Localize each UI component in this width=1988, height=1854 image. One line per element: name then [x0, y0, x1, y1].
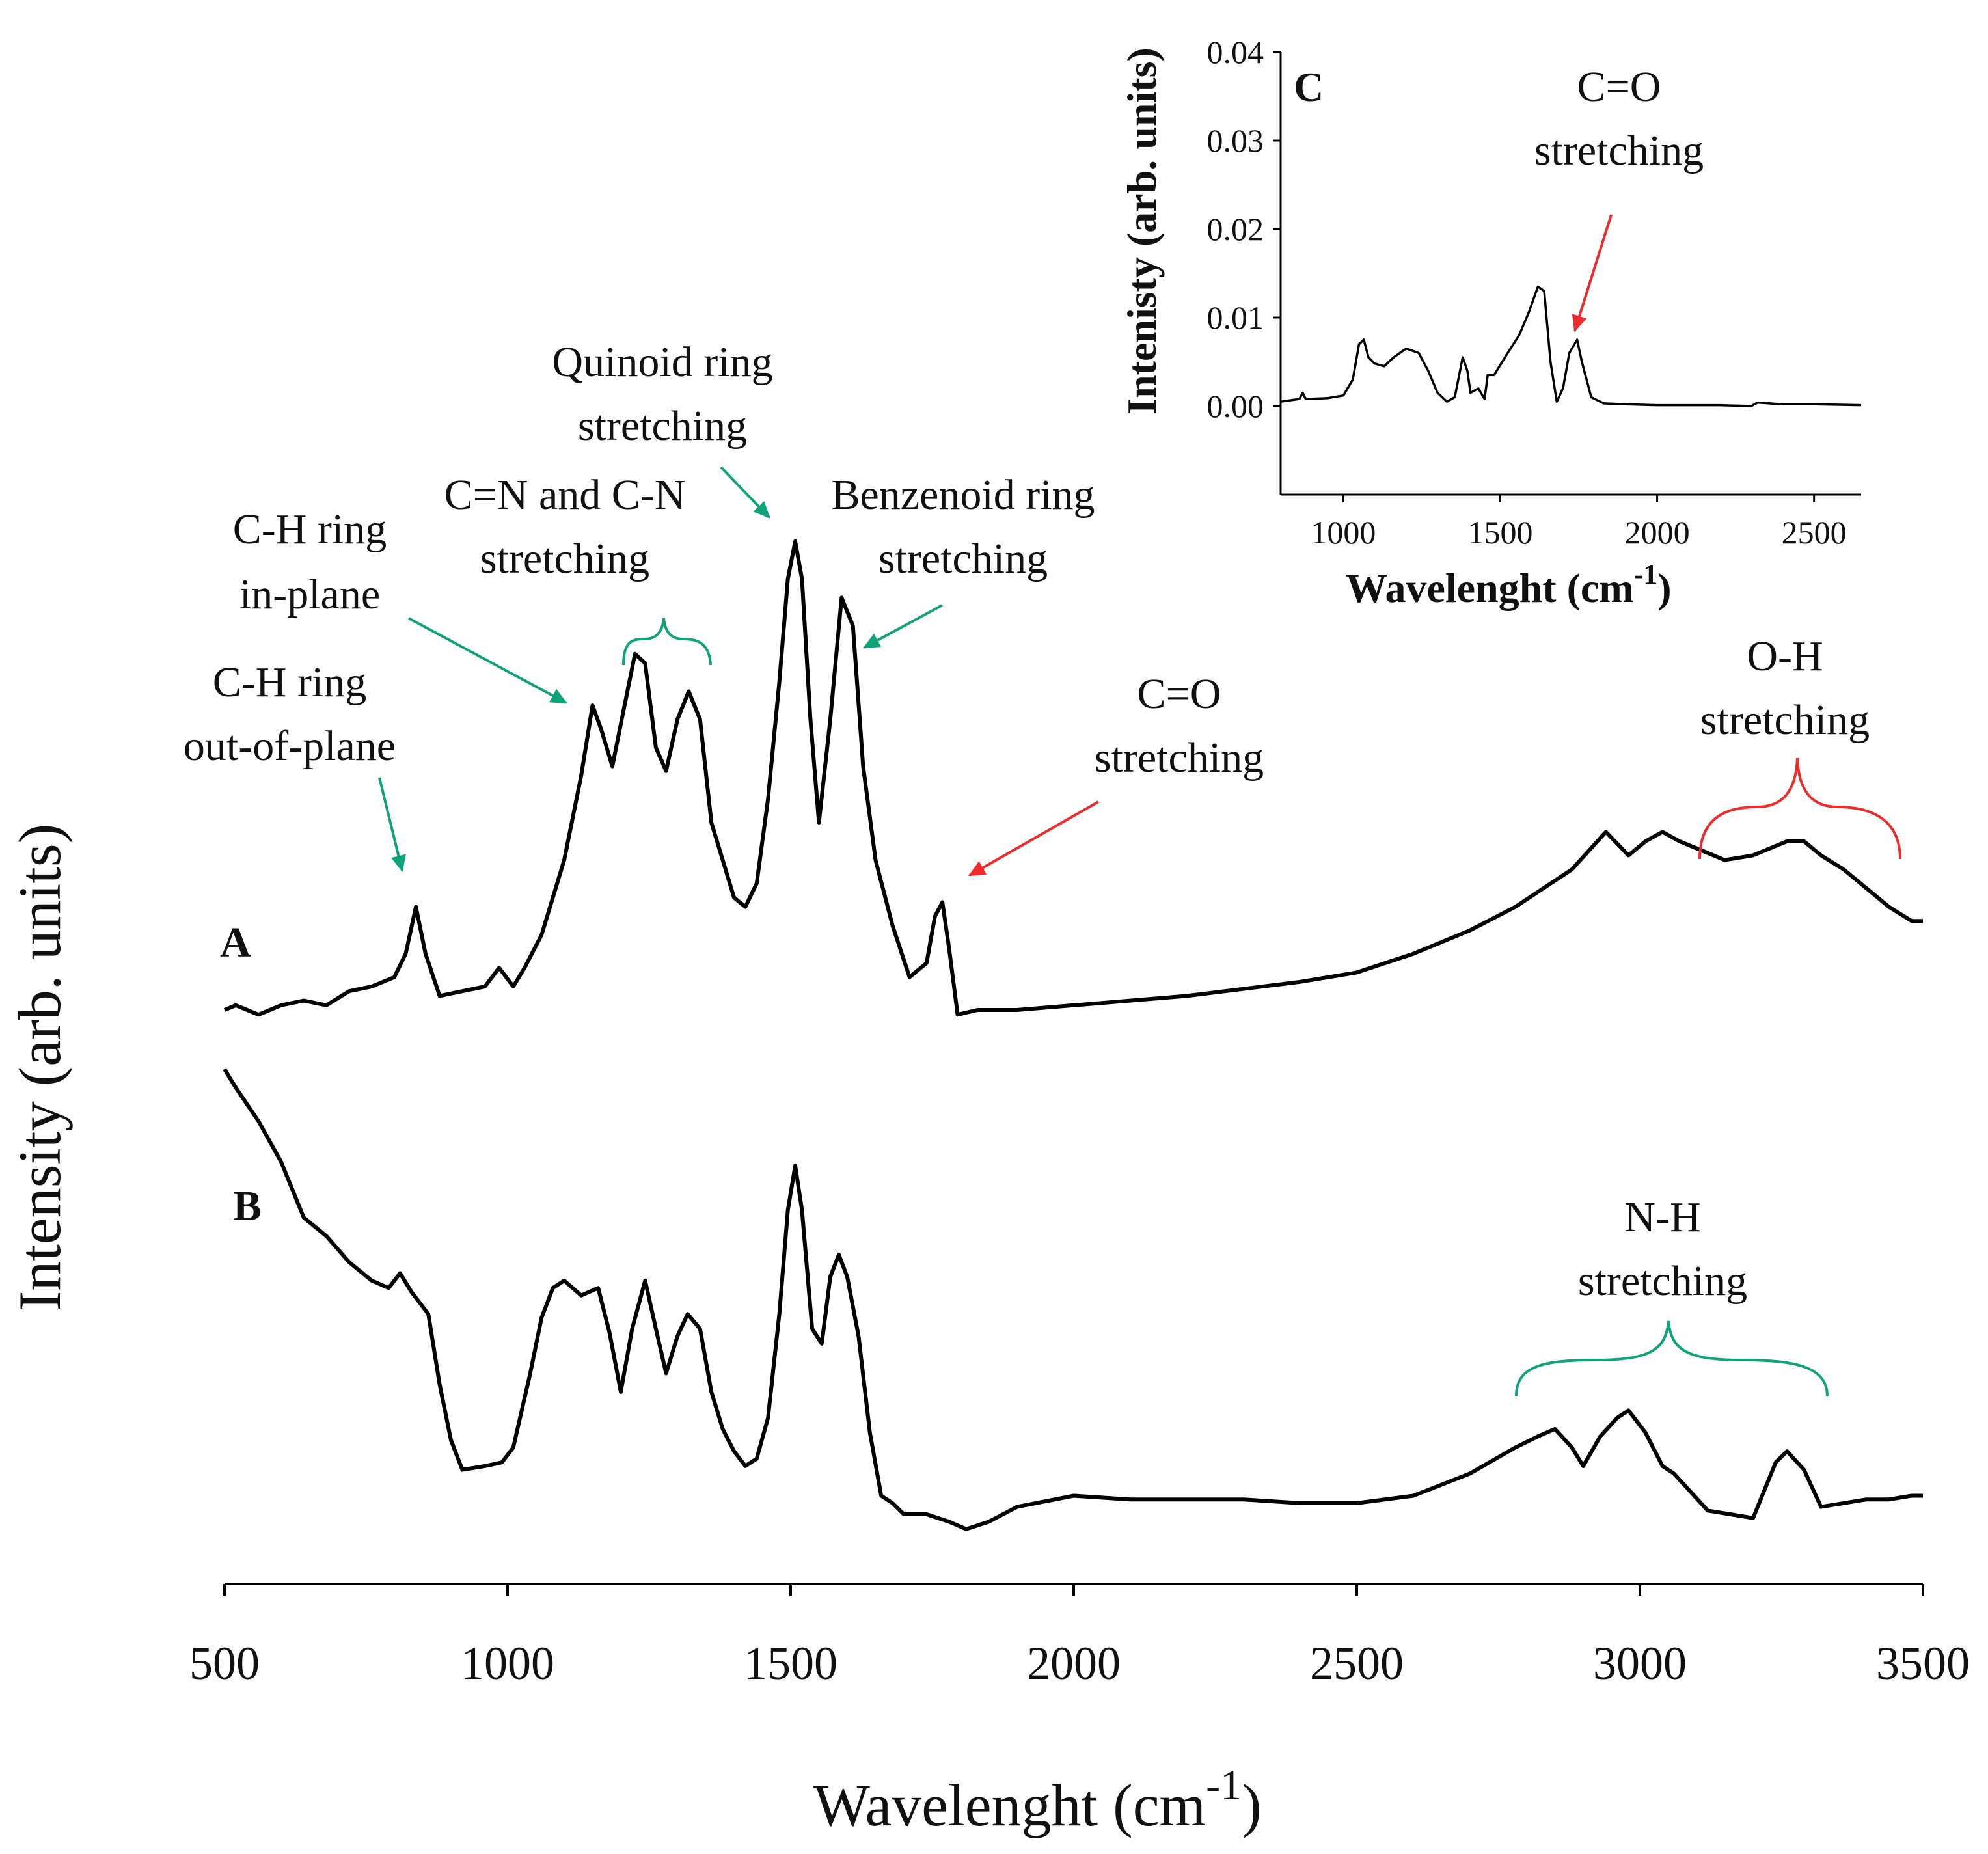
- inset-x-tick-label-1500: 1500: [1468, 514, 1533, 551]
- series-a-label: A: [220, 919, 251, 966]
- inset-panel-letter: C: [1294, 64, 1324, 110]
- inset-y-axis-ticks: 0.00 0.01 0.02 0.03 0.04: [1207, 34, 1281, 424]
- arrow-co: [968, 800, 1099, 877]
- inset-annotation-co-line1: C=O: [1577, 63, 1661, 111]
- brace-nh: [1515, 1320, 1829, 1397]
- annotation-cn-line1: C=N and C-N: [444, 471, 686, 519]
- x-tick-label-500: 500: [189, 1637, 260, 1689]
- annotation-oh-line1: O-H: [1747, 633, 1823, 680]
- annotation-co-line1: C=O: [1137, 670, 1221, 718]
- series-b-label: B: [233, 1182, 262, 1230]
- x-axis-title: Wavelenght (cm-1): [813, 1762, 1262, 1838]
- annotation-nh-line2: stretching: [1578, 1257, 1747, 1305]
- inset-x-axis-title: Wavelenght (cm-1): [1346, 558, 1672, 611]
- x-tick-label-3000: 3000: [1593, 1637, 1687, 1689]
- annotation-cn-line2: stretching: [480, 535, 649, 582]
- y-axis-title: Intensity (arb. units): [7, 824, 73, 1311]
- annotation-nh-line1: N-H: [1624, 1193, 1700, 1241]
- arrow-ch-in-plane: [408, 617, 568, 704]
- annotation-ch-in-plane-line2: in-plane: [239, 571, 380, 618]
- arrow-ch-out-of-plane: [378, 777, 406, 873]
- x-tick-label-2500: 2500: [1310, 1637, 1404, 1689]
- inset-arrow-co: [1572, 214, 1613, 333]
- inset-y-tick-label-2: 0.02: [1207, 211, 1264, 247]
- x-tick-label-3500: 3500: [1876, 1637, 1970, 1689]
- inset-y-tick-label-3: 0.03: [1207, 122, 1264, 159]
- inset-y-tick-label-4: 0.04: [1207, 34, 1264, 70]
- annotation-benzenoid-line1: Benzenoid ring: [831, 471, 1095, 519]
- inset-annotation-co-line2: stretching: [1534, 127, 1704, 174]
- inset-y-tick-label-1: 0.01: [1207, 299, 1264, 336]
- x-tick-label-2000: 2000: [1027, 1637, 1121, 1689]
- inset-x-tick-label-1000: 1000: [1311, 514, 1376, 551]
- annotation-quinoid-line2: stretching: [578, 402, 747, 450]
- inset-series-line: [1280, 285, 1862, 407]
- x-tick-label-1500: 1500: [744, 1637, 837, 1689]
- annotation-ch-out-of-plane-line1: C-H ring: [213, 659, 366, 706]
- series-a-line: [223, 539, 1923, 1017]
- annotations: C-H ring out-of-plane C-H ring in-plane …: [184, 338, 1901, 1397]
- annotation-co-line2: stretching: [1095, 734, 1264, 782]
- brace-oh: [1698, 757, 1901, 860]
- annotation-quinoid-line1: Quinoid ring: [552, 338, 772, 386]
- annotation-benzenoid-line2: stretching: [878, 535, 1048, 582]
- x-axis-ticks: 500 1000 1500 2000 2500 3000 3500: [189, 1584, 1970, 1689]
- annotation-ch-in-plane-line1: C-H ring: [233, 506, 387, 553]
- brace-cn: [622, 618, 712, 666]
- inset-x-tick-label-2500: 2500: [1782, 514, 1847, 551]
- x-tick-label-1000: 1000: [461, 1637, 554, 1689]
- arrow-benzenoid: [862, 604, 943, 649]
- inset-x-axis-ticks: 1000 1500 2000 2500: [1311, 495, 1847, 551]
- inset-y-axis-title: Intenisty (arb. units): [1119, 48, 1165, 415]
- inset-y-tick-label-0: 0.00: [1207, 388, 1264, 424]
- main-chart: 500 1000 1500 2000 2500 3000 3500 A B Waveleng…: [7, 539, 1970, 1838]
- annotation-oh-line2: stretching: [1700, 696, 1870, 744]
- inset-x-tick-label-2000: 2000: [1625, 514, 1690, 551]
- inset-chart: 1000 1500 2000 2500 0.000.010.020.030.04 C …: [1119, 34, 1862, 611]
- series-b-line: [223, 1068, 1923, 1531]
- annotation-ch-out-of-plane-line2: out-of-plane: [184, 722, 396, 770]
- arrow-quinoid: [720, 466, 770, 519]
